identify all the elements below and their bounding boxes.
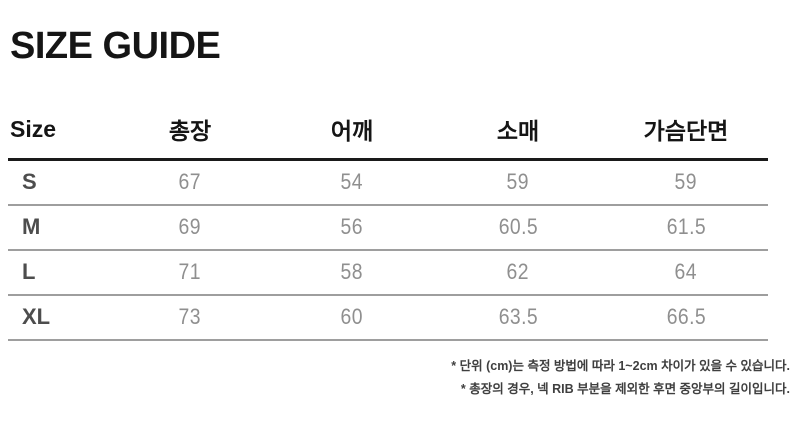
cell-total-length: 73	[108, 294, 272, 341]
cell-value: 69	[178, 214, 202, 239]
table-row-xl: XL 73 60 63.5 66.5	[8, 294, 768, 341]
footnote-measurement-tolerance: * 단위 (cm)는 측정 방법에 따라 1~2cm 차이가 있을 수 있습니다…	[451, 358, 790, 373]
cell-value: 56	[340, 214, 364, 239]
size-guide-page: SIZE GUIDE Size 총장 어깨 소매 가슴단면 S 67 54 59…	[0, 27, 800, 445]
cell-total-length: 67	[108, 159, 272, 206]
size-table: Size 총장 어깨 소매 가슴단면 S 67 54 59 59 M 69 56…	[8, 106, 768, 341]
page-title: SIZE GUIDE	[10, 25, 221, 67]
cell-shoulder: 60	[272, 294, 432, 341]
cell-shoulder: 56	[272, 204, 432, 251]
cell-sleeve: 62	[432, 249, 604, 296]
cell-chest: 66.5	[604, 294, 768, 341]
cell-value: 60	[340, 304, 364, 329]
cell-value: 63.5	[498, 304, 538, 329]
column-header-size: Size	[8, 106, 108, 161]
cell-total-length: 71	[108, 249, 272, 296]
cell-shoulder: 54	[272, 159, 432, 206]
cell-value: 59	[506, 169, 530, 195]
cell-sleeve: 63.5	[432, 294, 604, 341]
cell-sleeve: 60.5	[432, 204, 604, 251]
table-row-m: M 69 56 60.5 61.5	[8, 204, 768, 251]
cell-value: 54	[340, 169, 364, 195]
table-row-l: L 71 58 62 64	[8, 249, 768, 296]
column-header-shoulder: 어깨	[272, 106, 432, 161]
column-header-sleeve: 소매	[432, 106, 604, 161]
cell-value: 67	[178, 169, 202, 195]
cell-value: 64	[674, 259, 698, 284]
cell-value: 71	[178, 259, 202, 284]
cell-chest: 59	[604, 159, 768, 206]
column-header-chest: 가슴단면	[604, 106, 768, 161]
cell-value: 73	[178, 304, 202, 329]
footnote-total-length-definition: * 총장의 경우, 넥 RIB 부분을 제외한 후면 중앙부의 길이입니다.	[460, 381, 790, 396]
table-header-row: Size 총장 어깨 소매 가슴단면	[8, 106, 768, 161]
cell-value: 60.5	[498, 214, 538, 239]
size-label: XL	[8, 294, 108, 341]
column-header-total-length: 총장	[108, 106, 272, 161]
size-label: L	[8, 249, 108, 296]
size-label: S	[8, 159, 108, 206]
cell-sleeve: 59	[432, 159, 604, 206]
cell-value: 58	[340, 259, 364, 284]
table-row-s: S 67 54 59 59	[8, 159, 768, 206]
cell-shoulder: 58	[272, 249, 432, 296]
cell-value: 59	[674, 169, 698, 195]
cell-chest: 61.5	[604, 204, 768, 251]
size-label: M	[8, 204, 108, 251]
cell-chest: 64	[604, 249, 768, 296]
cell-value: 62	[506, 259, 530, 284]
cell-value: 66.5	[666, 304, 706, 329]
footnotes: * 단위 (cm)는 측정 방법에 따라 1~2cm 차이가 있을 수 있습니다…	[0, 355, 790, 401]
cell-value: 61.5	[666, 214, 706, 239]
cell-total-length: 69	[108, 204, 272, 251]
